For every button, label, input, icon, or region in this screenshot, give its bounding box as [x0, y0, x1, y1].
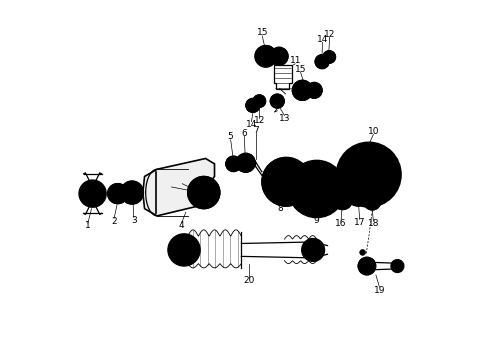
Text: 18: 18 — [368, 219, 379, 228]
Circle shape — [180, 246, 188, 253]
Circle shape — [343, 175, 347, 178]
Circle shape — [312, 88, 317, 93]
Text: 13: 13 — [279, 114, 290, 123]
Text: 3: 3 — [131, 216, 137, 225]
Text: 12: 12 — [324, 30, 335, 39]
Circle shape — [277, 54, 281, 58]
Circle shape — [270, 94, 285, 108]
Text: 14: 14 — [246, 120, 257, 129]
Circle shape — [108, 184, 128, 204]
Circle shape — [309, 85, 319, 95]
Circle shape — [236, 153, 255, 172]
Text: 11: 11 — [290, 57, 301, 66]
Circle shape — [255, 45, 276, 67]
Circle shape — [284, 158, 289, 163]
Text: 12: 12 — [254, 116, 265, 125]
Text: 16: 16 — [335, 219, 347, 228]
Circle shape — [121, 181, 144, 204]
Circle shape — [229, 159, 238, 168]
Circle shape — [302, 238, 324, 261]
Circle shape — [318, 57, 326, 66]
Text: 6: 6 — [242, 129, 247, 138]
Circle shape — [85, 186, 100, 202]
Circle shape — [273, 50, 285, 62]
Circle shape — [253, 95, 266, 108]
Circle shape — [174, 240, 194, 260]
Text: 2: 2 — [111, 217, 117, 226]
Text: 7: 7 — [253, 126, 259, 135]
Circle shape — [326, 53, 333, 60]
Circle shape — [79, 180, 106, 207]
Circle shape — [245, 98, 260, 113]
Circle shape — [302, 169, 307, 174]
Circle shape — [358, 257, 376, 275]
Circle shape — [337, 194, 348, 206]
Circle shape — [273, 97, 282, 105]
Circle shape — [288, 160, 345, 218]
Circle shape — [295, 167, 338, 211]
Polygon shape — [274, 65, 292, 89]
Text: 20: 20 — [243, 276, 254, 285]
Circle shape — [333, 190, 353, 210]
Polygon shape — [143, 158, 215, 216]
Circle shape — [266, 169, 271, 174]
Text: 15: 15 — [256, 28, 268, 37]
Text: 1: 1 — [85, 221, 91, 230]
Circle shape — [351, 187, 365, 202]
Text: 15: 15 — [295, 65, 306, 74]
Circle shape — [323, 50, 336, 63]
Circle shape — [315, 54, 329, 69]
Circle shape — [262, 157, 311, 206]
Circle shape — [256, 98, 263, 105]
Circle shape — [362, 261, 372, 271]
Circle shape — [270, 47, 288, 65]
Circle shape — [259, 49, 273, 63]
Circle shape — [368, 197, 377, 207]
Circle shape — [293, 80, 313, 100]
Circle shape — [284, 200, 289, 205]
Text: 4: 4 — [179, 221, 184, 230]
Circle shape — [225, 156, 242, 172]
Text: 14: 14 — [317, 35, 328, 44]
Circle shape — [248, 101, 257, 110]
Text: 8: 8 — [277, 204, 283, 213]
Circle shape — [302, 190, 307, 195]
Circle shape — [168, 234, 200, 266]
Text: 19: 19 — [374, 285, 385, 294]
Circle shape — [360, 249, 366, 255]
Circle shape — [346, 183, 370, 206]
Text: 17: 17 — [354, 218, 366, 227]
Circle shape — [188, 176, 220, 209]
Text: 10: 10 — [368, 127, 379, 136]
Circle shape — [306, 82, 322, 98]
Circle shape — [240, 157, 251, 168]
Circle shape — [337, 142, 401, 207]
Circle shape — [364, 193, 381, 210]
Circle shape — [266, 190, 271, 195]
Circle shape — [269, 164, 304, 200]
Circle shape — [391, 260, 404, 273]
Circle shape — [308, 180, 326, 198]
Circle shape — [112, 188, 123, 199]
Circle shape — [296, 84, 309, 97]
Circle shape — [125, 185, 139, 200]
Circle shape — [394, 262, 401, 270]
Text: 9: 9 — [313, 216, 319, 225]
Text: 5: 5 — [228, 132, 234, 141]
